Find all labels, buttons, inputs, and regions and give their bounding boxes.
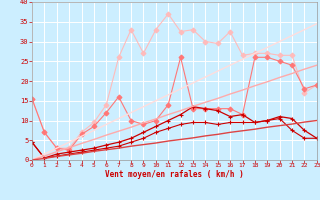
X-axis label: Vent moyen/en rafales ( km/h ): Vent moyen/en rafales ( km/h ) [105,170,244,179]
